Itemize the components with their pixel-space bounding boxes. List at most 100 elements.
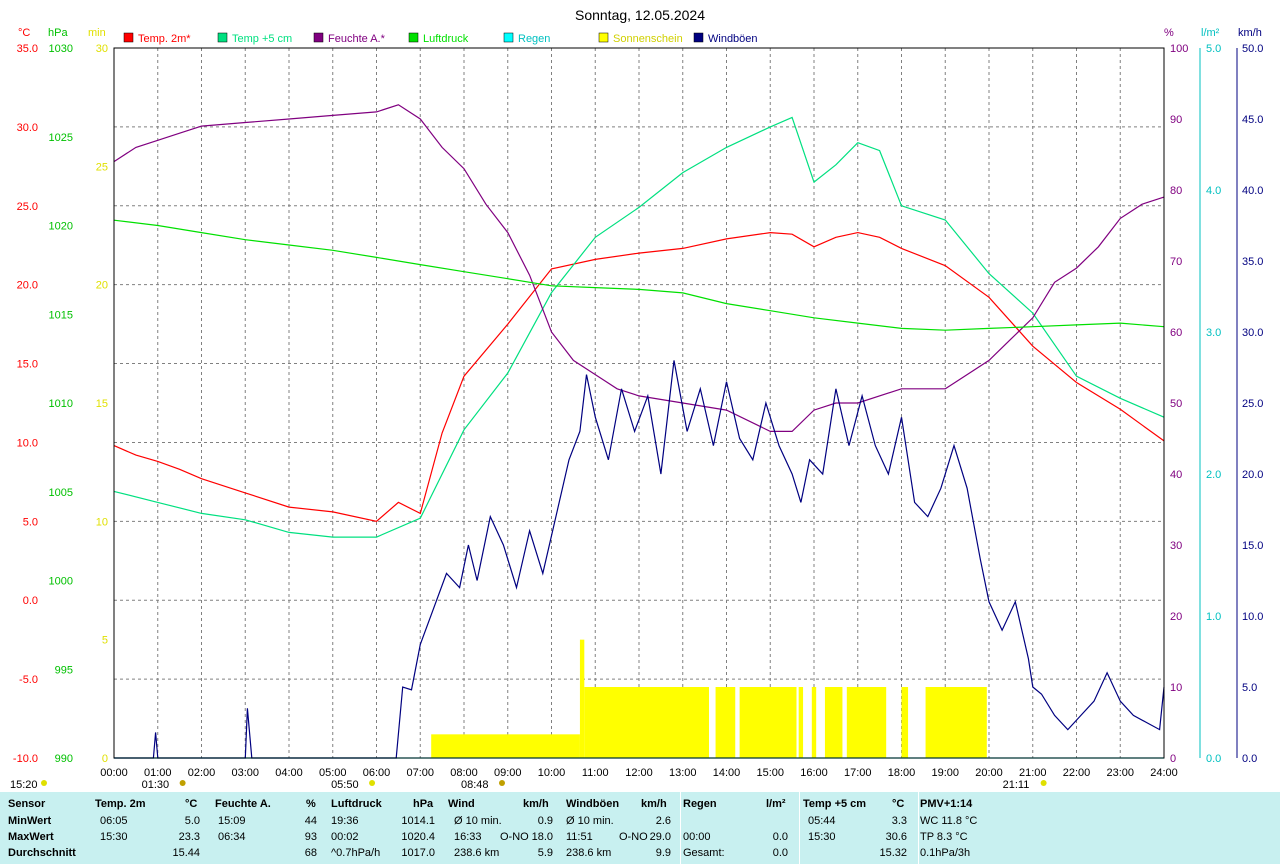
unit-kmh: km/h	[1238, 27, 1262, 39]
pct-tick-label: 100	[1170, 43, 1188, 55]
min-tick-label: 20	[96, 280, 108, 292]
stats-cell: Regen	[683, 798, 717, 810]
stats-cell: 3.3	[891, 815, 907, 827]
stats-cell: ^0.7hPa/h	[331, 847, 381, 859]
event-icon	[179, 780, 186, 786]
stats-cell: °C	[185, 798, 198, 810]
time-tick-label: 01:00	[144, 767, 172, 779]
temp-tick-label: 30.0	[17, 122, 38, 134]
stats-cell: l/m²	[766, 798, 786, 810]
rain-tick-label: 3.0	[1206, 327, 1221, 339]
stats-cell: PMV+1:14	[920, 798, 973, 810]
temp-tick-label: -10.0	[13, 753, 38, 765]
statistics-panel: Sensor Temp. 2m °C Feuchte A.% Luftdruck hPa W…	[0, 792, 1280, 864]
sunshine-bars	[431, 639, 987, 758]
kmh-tick-label: 10.0	[1242, 611, 1263, 623]
stats-cell: 1014.1	[401, 815, 435, 827]
panel-separator	[799, 792, 800, 864]
event-time: 21:11	[1003, 779, 1030, 791]
sunshine-bar	[431, 734, 580, 758]
stats-cell: O-NO	[500, 831, 529, 843]
event-icon	[499, 780, 505, 786]
sunshine-bar	[925, 687, 987, 758]
stats-cell: 29.0	[649, 831, 671, 843]
kmh-tick-label: 40.0	[1242, 185, 1263, 197]
stats-cell: 0.1hPa/3h	[920, 847, 971, 859]
stats-cell: O-NO	[619, 831, 648, 843]
kmh-tick-label: 0.0	[1242, 753, 1257, 765]
rain-tick-label: 0.0	[1206, 753, 1221, 765]
stats-cell: 06:05	[100, 815, 128, 827]
stats-cell: Sensor	[8, 798, 46, 810]
time-tick-label: 21:00	[1019, 767, 1047, 779]
time-tick-label: 05:00	[319, 767, 347, 779]
hpa-tick-label: 995	[55, 664, 73, 676]
stats-cell: 18.0	[531, 831, 553, 843]
stats-cell: 0.9	[537, 815, 553, 827]
rain-tick-label: 4.0	[1206, 185, 1221, 197]
min-tick-label: 25	[96, 161, 108, 173]
stats-cell: 238.6 km	[566, 847, 612, 859]
stats-cell: 15.32	[879, 847, 907, 859]
time-tick-label: 22:00	[1063, 767, 1091, 779]
hpa-tick-label: 1015	[49, 309, 73, 321]
event-time: 01:30	[142, 779, 170, 791]
pct-tick-label: 70	[1170, 256, 1182, 268]
sunshine-bar	[798, 687, 804, 758]
kmh-tick-label: 25.0	[1242, 398, 1263, 410]
time-tick-label: 20:00	[975, 767, 1003, 779]
pct-tick-label: 10	[1170, 682, 1182, 694]
axis-ticks: 35.0 30.0 25.0 20.0 15.0 10.0 5.0 0.0 -5.0 -10.0 1…	[13, 43, 1264, 779]
sunshine-bar	[811, 687, 817, 758]
time-tick-label: 07:00	[406, 767, 434, 779]
stats-cell: Temp. 2m	[95, 798, 146, 810]
unit-min: min	[88, 27, 106, 39]
stats-cell: Feuchte A.	[215, 798, 271, 810]
kmh-tick-label: 15.0	[1242, 540, 1263, 552]
stats-cell: Luftdruck	[331, 798, 382, 810]
unit-hpa: hPa	[48, 27, 68, 39]
legend-label: Temp. 2m*	[138, 33, 191, 45]
pct-tick-label: 0	[1170, 753, 1176, 765]
stats-cell: hPa	[413, 798, 434, 810]
stats-cell: Temp +5 cm	[803, 798, 867, 810]
event-time: 05:50	[331, 779, 359, 791]
stats-cell: 93	[304, 831, 317, 843]
stats-cell: 0.0	[772, 831, 788, 843]
temp-tick-label: 5.0	[23, 516, 38, 528]
stats-cell: 11:51	[566, 831, 593, 843]
hpa-tick-label: 1025	[49, 132, 73, 144]
time-tick-label: 02:00	[188, 767, 216, 779]
pct-tick-label: 60	[1170, 327, 1182, 339]
stats-cell: 15:30	[808, 831, 836, 843]
legend: Temp. 2m* Temp +5 cm Feuchte A.* Luftdruck R…	[123, 32, 758, 45]
panel-separator	[918, 792, 919, 864]
kmh-tick-label: 20.0	[1242, 469, 1263, 481]
hpa-tick-label: 1030	[49, 43, 73, 55]
legend-label: Windböen	[708, 33, 758, 45]
legend-label: Regen	[518, 33, 550, 45]
hpa-tick-label: 1010	[49, 398, 73, 410]
rain-tick-label: 1.0	[1206, 611, 1221, 623]
series-line	[113, 231, 1165, 522]
stats-cell: 9.9	[655, 847, 671, 859]
stats-cell: 15.44	[172, 847, 200, 859]
legend-label: Sonnenschein	[613, 33, 683, 45]
stats-cell: Ø 10 min.	[454, 815, 502, 827]
stats-cell: 5.9	[537, 847, 553, 859]
temp-tick-label: -5.0	[19, 674, 38, 686]
stats-cell: 05:44	[808, 815, 836, 827]
stats-cell: MinWert	[8, 815, 52, 827]
min-tick-label: 10	[96, 516, 108, 528]
stats-cell: Wind	[448, 798, 475, 810]
time-tick-label: 11:00	[582, 767, 609, 779]
stats-cell: WC 11.8 °C	[920, 815, 978, 827]
kmh-tick-label: 45.0	[1242, 114, 1263, 126]
stats-cell: 06:34	[218, 831, 246, 843]
temp-tick-label: 20.0	[17, 280, 38, 292]
kmh-tick-label: 5.0	[1242, 682, 1257, 694]
sunshine-bar	[584, 687, 709, 758]
weather-chart: Sonntag, 12.05.2024 °C hPa min % l/m² km…	[10, 7, 1264, 791]
hpa-tick-label: 1020	[49, 221, 73, 233]
stats-cell: 15:09	[218, 815, 246, 827]
